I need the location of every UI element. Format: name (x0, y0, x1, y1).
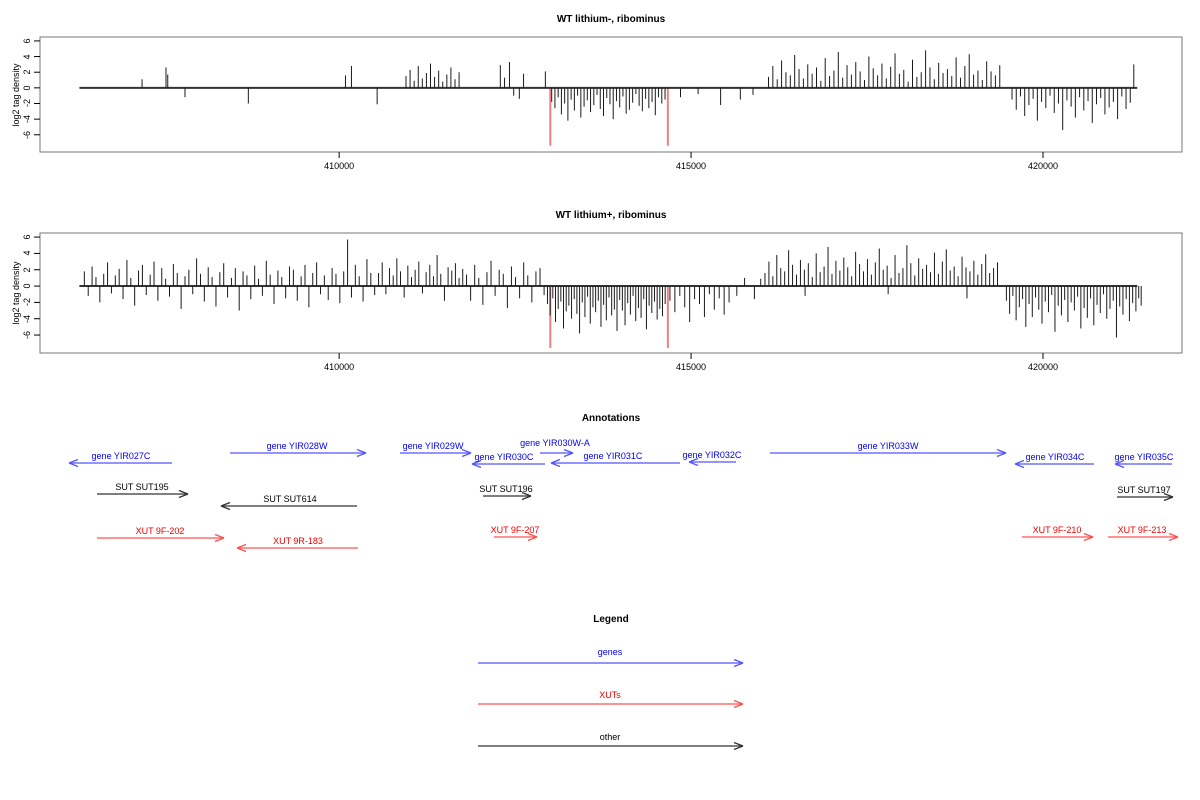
x-tick-label: 420000 (1027, 362, 1058, 372)
annotation-label: gene YIR030W-A (520, 438, 590, 448)
annotation-label: gene YIR031C (583, 451, 643, 461)
annotation-label: XUT 9F-202 (135, 526, 185, 536)
panel2-ylabel: log2 tag density (11, 261, 21, 325)
legend-label: other (599, 732, 621, 742)
annotation-label: XUT 9R-183 (273, 536, 323, 546)
x-tick-label: 415000 (676, 362, 707, 372)
y-tick-label: 0 (22, 85, 32, 91)
legend-label: genes (597, 647, 623, 657)
annotation-label: gene YIR029W (402, 441, 464, 451)
annotation-label: gene YIR033W (857, 441, 919, 451)
annotations-title: Annotations (581, 413, 641, 424)
y-tick-label: -4 (22, 314, 32, 323)
y-tick-label: 6 (22, 234, 32, 240)
y-tick-label: -6 (22, 130, 32, 139)
annotation-label: SUT SUT195 (115, 482, 169, 492)
panel1-title: WT lithium-, ribominus (556, 14, 666, 25)
x-tick-label: 410000 (324, 161, 355, 171)
y-tick-label: 2 (22, 267, 32, 273)
y-tick-label: -2 (22, 99, 32, 108)
annotation-label: gene YIR035C (1114, 452, 1174, 462)
annotation-label: SUT SUT614 (263, 494, 317, 504)
y-tick-label: 2 (22, 69, 32, 75)
legend-title: Legend (593, 614, 629, 625)
panel1-ylabel: log2 tag density (11, 63, 21, 127)
y-tick-label: -6 (22, 331, 32, 340)
y-tick-label: 4 (22, 250, 32, 256)
y-tick-label: -4 (22, 115, 32, 124)
annotation-label: XUT 9F-213 (1117, 525, 1167, 535)
annotation-label: SUT SUT196 (479, 484, 533, 494)
annotation-label: gene YIR027C (91, 451, 151, 461)
panel-box (39, 36, 1183, 153)
x-tick-label: 420000 (1027, 161, 1058, 171)
legend-label: XUTs (599, 690, 621, 700)
panel2-title: WT lithium+, ribominus (555, 210, 667, 221)
annotation-label: gene YIR034C (1025, 452, 1085, 462)
annotation-label: XUT 9F-210 (1032, 525, 1082, 535)
y-tick-label: -2 (22, 298, 32, 307)
y-tick-label: 6 (22, 38, 32, 44)
x-tick-label: 410000 (324, 362, 355, 372)
y-tick-label: 0 (22, 283, 32, 289)
panel-box (39, 232, 1183, 354)
annotation-label: XUT 9F-207 (490, 525, 540, 535)
x-tick-label: 415000 (676, 161, 707, 171)
annotation-label: SUT SUT197 (1117, 485, 1171, 495)
annotation-label: gene YIR032C (682, 450, 742, 460)
y-tick-label: 4 (22, 54, 32, 60)
annotation-label: gene YIR028W (266, 441, 328, 451)
annotation-label: gene YIR030C (474, 452, 534, 462)
